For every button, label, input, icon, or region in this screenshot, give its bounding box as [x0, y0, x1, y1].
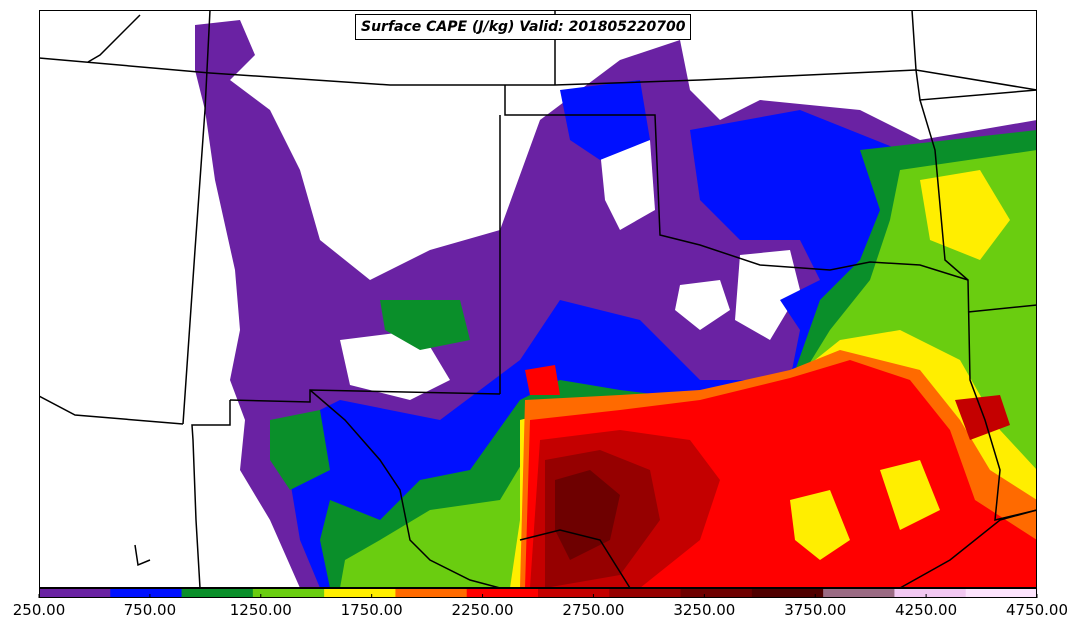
- colorbar-segment: [965, 588, 1038, 598]
- colorbar-ticks: [38, 594, 1038, 598]
- map-frame: [39, 10, 1037, 588]
- map-title: Surface CAPE (J/kg) Valid: 201805220700: [355, 14, 692, 40]
- colorbar-segment: [751, 588, 824, 598]
- colorbar-tick-label: 1750.00: [340, 601, 403, 619]
- colorbar-segment: [395, 588, 468, 598]
- colorbar-segment: [466, 588, 539, 598]
- colorbar-outline: [39, 588, 1037, 598]
- colorbar-segment: [894, 588, 967, 598]
- colorbar-tick-label: 4750.00: [1005, 601, 1069, 619]
- colorbar-tick-label: 750.00: [123, 601, 177, 619]
- colorbar-segment: [680, 588, 753, 598]
- state-borders: [39, 10, 1037, 588]
- colorbar-segment: [538, 588, 610, 598]
- colorbar-tick-label: 2250.00: [451, 601, 514, 619]
- colorbar-segment: [110, 588, 183, 598]
- colorbar-tick-label: 250.00: [12, 601, 66, 619]
- colorbar-tick-label: 2750.00: [562, 601, 625, 619]
- colorbar-segment: [823, 588, 895, 598]
- colorbar-tick-label: 1250.00: [229, 601, 292, 619]
- colorbar-segment: [39, 588, 111, 598]
- colorbar-tick-label: 3750.00: [784, 601, 847, 619]
- colorbar: [39, 588, 1038, 598]
- cape-field: [195, 20, 1037, 588]
- colorbar-segment: [181, 588, 254, 598]
- colorbar-tick-label: 3250.00: [673, 601, 736, 619]
- colorbar-segment: [609, 588, 682, 598]
- colorbar-segment: [252, 588, 325, 598]
- colorbar-segment: [324, 588, 396, 598]
- colorbar-tick-label: 4250.00: [895, 601, 958, 619]
